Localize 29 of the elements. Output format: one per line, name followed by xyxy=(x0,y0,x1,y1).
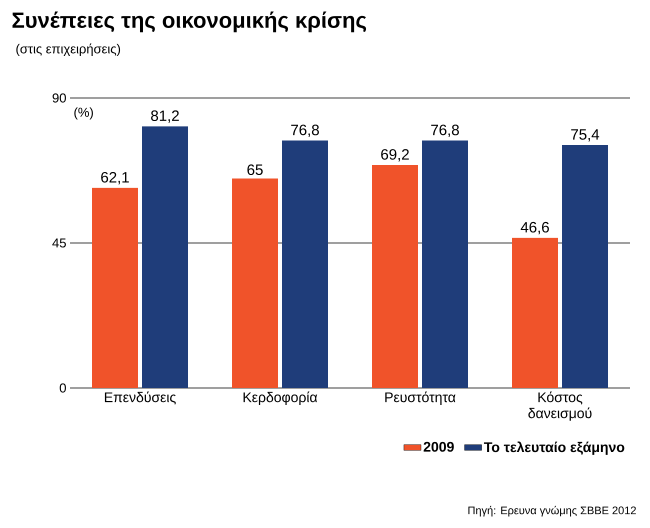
data-label: 46,6 xyxy=(520,222,549,234)
data-label: 81,2 xyxy=(151,110,179,123)
y-axis-title: (%) xyxy=(74,107,93,120)
data-label: 65 xyxy=(247,164,263,176)
chart-title: Συνέπειες της οικονομικής κρίσης xyxy=(12,12,366,32)
bar xyxy=(232,178,278,388)
data-label: 69,2 xyxy=(381,149,409,162)
y-tick-label: 90 xyxy=(52,93,66,103)
legend-label: 2009 xyxy=(424,442,454,452)
bar xyxy=(282,140,328,388)
x-tick-label: Ρευστότητα xyxy=(385,392,456,405)
legend-label: Το τελευταίο εξάμηνο xyxy=(484,442,624,455)
bar xyxy=(142,126,188,388)
bar xyxy=(372,165,418,388)
y-tick-label: 45 xyxy=(52,238,66,248)
chart-subtitle: (στις επιχειρήσεις) xyxy=(16,44,120,56)
y-tick-label: 0 xyxy=(60,383,66,393)
bar xyxy=(422,140,468,388)
bar xyxy=(512,238,558,388)
text: Πηγή: Ερευνα γνώμης ΣΒΒΕ 2012 xyxy=(468,506,636,516)
data-label: 62,1 xyxy=(101,172,129,184)
data-label: 76,8 xyxy=(291,124,319,137)
data-label: 76,8 xyxy=(431,124,459,137)
bar xyxy=(92,188,138,388)
data-label: 75,4 xyxy=(571,129,600,142)
x-tick-label: Κόστος δανεισμού xyxy=(528,392,592,421)
x-tick-label: Κερδοφορία xyxy=(244,392,318,405)
bar xyxy=(562,145,608,388)
x-tick-label: Επενδύσεις xyxy=(104,392,176,404)
